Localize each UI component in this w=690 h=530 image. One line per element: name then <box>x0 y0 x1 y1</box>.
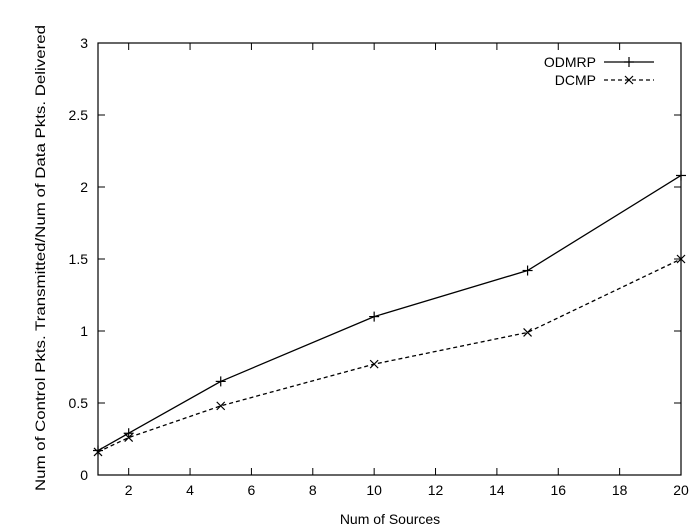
point-dcmp-20 <box>676 254 686 264</box>
y-tick-label-1.5: 1.5 <box>69 251 89 267</box>
legend: ODMRP DCMP <box>544 54 654 88</box>
x-tick-label-10: 10 <box>366 482 382 498</box>
y-tick-labels: 0 0.5 1 1.5 2 2.5 3 <box>69 35 89 483</box>
plot-frame <box>97 42 682 476</box>
x-tick-label-18: 18 <box>612 482 628 498</box>
x-tick-label-14: 14 <box>489 482 505 498</box>
point-dcmp-5 <box>216 401 226 411</box>
point-odmrp-5 <box>215 376 226 387</box>
y-tick-label-1: 1 <box>80 323 88 339</box>
x-tick-label-4: 4 <box>186 482 194 498</box>
y-tick-label-0.5: 0.5 <box>69 395 89 411</box>
legend-label-odmrp: ODMRP <box>544 54 596 70</box>
legend-label-dcmp: DCMP <box>555 72 596 88</box>
plot-border <box>97 42 682 476</box>
point-dcmp-10 <box>369 359 379 369</box>
x-tick-label-12: 12 <box>428 482 444 498</box>
y-tick-label-2: 2 <box>80 179 88 195</box>
series-line-odmrp <box>97 174 682 452</box>
x-tick-labels: 2 4 6 8 10 12 14 16 18 20 <box>125 482 689 498</box>
legend-marker-odmrp <box>624 57 634 67</box>
x-tick-label-2: 2 <box>125 482 133 498</box>
series-line-dcmp <box>97 258 682 453</box>
point-dcmp-15 <box>523 328 533 337</box>
tick-marks <box>98 42 682 476</box>
x-tick-label-8: 8 <box>309 482 317 498</box>
point-dcmp-2 <box>124 433 134 442</box>
series-dcmp <box>93 254 686 457</box>
point-odmrp-10 <box>369 311 380 322</box>
point-odmrp-20 <box>676 170 686 181</box>
point-odmrp-2 <box>123 428 134 439</box>
legend-marker-dcmp <box>624 75 634 85</box>
y-tick-label-2.5: 2.5 <box>69 107 89 123</box>
x-tick-label-16: 16 <box>550 482 566 498</box>
point-dcmp-1 <box>93 447 103 457</box>
y-tick-label-0: 0 <box>80 467 88 483</box>
x-axis-title: Num of Sources <box>340 511 440 527</box>
x-tick-label-6: 6 <box>248 482 256 498</box>
series-odmrp <box>93 170 686 456</box>
point-odmrp-15 <box>522 265 533 276</box>
y-axis-title: Num of Control Pkts. Transmitted/Num of … <box>32 25 48 491</box>
series-group <box>93 170 686 457</box>
x-tick-label-20: 20 <box>673 482 689 498</box>
y-tick-label-3: 3 <box>80 35 88 51</box>
